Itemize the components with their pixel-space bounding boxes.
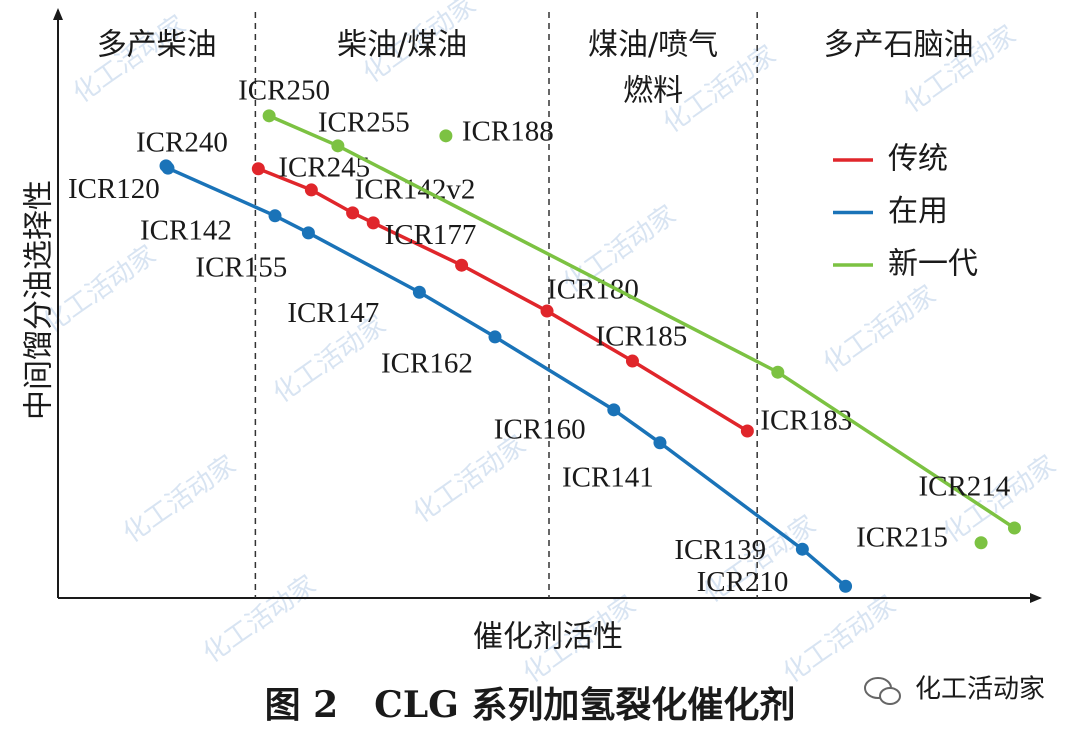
region-label: 柴油/煤油 — [337, 28, 467, 63]
x-axis-title: 催化剂活性 — [473, 620, 623, 655]
point-label: ICR142 — [140, 214, 232, 246]
data-point — [439, 129, 453, 143]
point-label: ICR177 — [385, 219, 477, 251]
point-label: ICR120 — [68, 173, 160, 205]
watermark-label: 化工活动家 — [915, 675, 1045, 705]
series-line — [257, 167, 749, 433]
data-point — [795, 542, 809, 556]
point-label: ICR155 — [195, 252, 287, 284]
data-point — [740, 424, 754, 438]
data-point — [331, 139, 345, 153]
region-label: 煤油/喷气 — [588, 28, 718, 63]
point-label: ICR188 — [462, 115, 554, 147]
point-label: ICR255 — [318, 106, 410, 138]
data-point — [653, 436, 667, 450]
data-point — [412, 285, 426, 299]
data-point — [346, 206, 360, 220]
data-point — [974, 536, 988, 550]
data-point — [251, 162, 265, 176]
point-label: ICR240 — [136, 126, 228, 158]
caption: 图 2 CLG 系列加氢裂化催化剂 — [265, 684, 796, 726]
legend-label: 传统 — [888, 142, 948, 177]
series-line — [268, 114, 1016, 530]
point-label: ICR250 — [238, 74, 330, 106]
data-point — [488, 330, 502, 344]
legend-label: 新一代 — [888, 247, 978, 282]
region-label: 燃料 — [623, 74, 683, 109]
point-label: ICR245 — [278, 151, 370, 183]
region-label: 多产柴油 — [97, 28, 217, 63]
watermark: 化工活动家 — [118, 450, 242, 549]
data-point — [161, 161, 175, 175]
wechat-icon — [864, 677, 901, 705]
y-axis-title: 中间馏分油选择性 — [22, 180, 57, 420]
data-point — [839, 579, 853, 593]
series-line — [164, 164, 847, 588]
point-label: ICR162 — [381, 348, 473, 380]
watermark: 化工活动家 — [198, 570, 322, 669]
region-label: 多产石脑油 — [824, 28, 974, 63]
data-point — [268, 209, 282, 223]
point-label: ICR160 — [494, 413, 586, 445]
data-point — [771, 365, 785, 379]
data-point — [1007, 521, 1021, 535]
data-point — [540, 304, 554, 318]
data-point — [366, 216, 380, 230]
data-point — [625, 354, 639, 368]
point-label: ICR215 — [856, 521, 948, 553]
point-label: ICR214 — [918, 471, 1010, 503]
watermark: 化工活动家 — [778, 590, 902, 689]
point-label: ICR141 — [562, 461, 654, 493]
point-label: ICR210 — [697, 566, 789, 598]
watermark: 化工活动家 — [818, 280, 942, 379]
data-point — [304, 183, 318, 197]
point-label: ICR183 — [760, 405, 852, 437]
legend-label: 在用 — [888, 194, 948, 229]
point-label: ICR139 — [674, 534, 766, 566]
data-point — [455, 258, 469, 272]
data-point — [301, 226, 315, 240]
point-label: ICR147 — [287, 297, 379, 329]
data-point — [607, 403, 621, 417]
point-label: ICR142v2 — [355, 174, 476, 206]
point-label: ICR185 — [595, 321, 687, 353]
data-point — [262, 109, 276, 123]
